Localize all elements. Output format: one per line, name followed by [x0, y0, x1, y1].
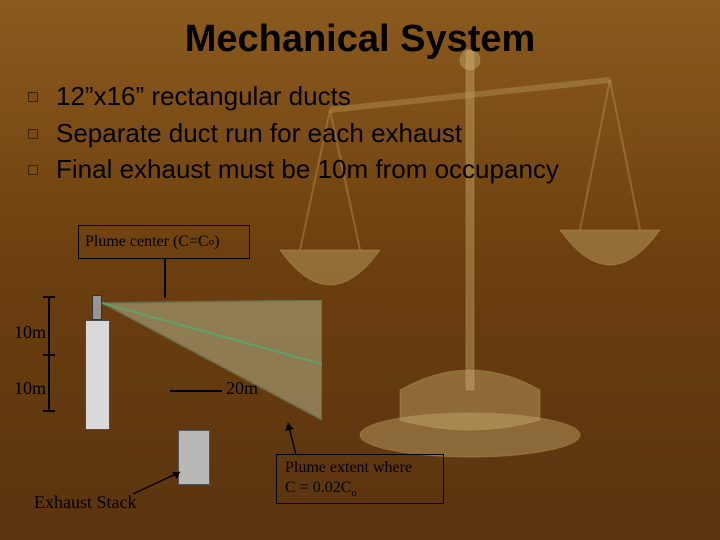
bullet-item: 12”x16” rectangular ducts [28, 80, 698, 113]
plume-center-text: Plume center (C=C [85, 233, 209, 251]
plume-diagram: 10m 10m 20m [30, 300, 490, 470]
plume-wedge [102, 300, 322, 420]
bullet-square-icon [28, 129, 38, 139]
bullet-square-icon [28, 92, 38, 102]
plume-center-close: ) [214, 233, 219, 251]
plume-extent-box: Plume extent where C = 0.02Co [276, 454, 444, 504]
bullet-text: 12”x16” rectangular ducts [56, 80, 351, 113]
plume-center-label-box: Plume center (C=Co) [78, 225, 250, 259]
bullet-square-icon [28, 165, 38, 175]
bullet-text: Separate duct run for each exhaust [56, 117, 462, 150]
plume-extent-line2: C = 0.02Co [285, 478, 435, 501]
plume-extent-arrow [284, 417, 316, 457]
slide-title: Mechanical System [0, 18, 720, 61]
bullet-item: Final exhaust must be 10m from occupancy [28, 153, 698, 186]
bullet-text: Final exhaust must be 10m from occupancy [56, 153, 559, 186]
bullet-list: 12”x16” rectangular ducts Separate duct … [28, 80, 698, 190]
dim-10m-bottom: 10m [14, 378, 46, 399]
horizontal-dim-left [170, 390, 222, 392]
plume-extent-line1: Plume extent where [285, 458, 435, 478]
exhaust-stack-arrow [128, 466, 188, 496]
dim-20m: 20m [226, 378, 258, 399]
dim-10m-top: 10m [14, 322, 46, 343]
bullet-item: Separate duct run for each exhaust [28, 117, 698, 150]
exhaust-stack-label: Exhaust Stack [34, 492, 136, 513]
exhaust-column [85, 320, 110, 430]
exhaust-outlet [92, 295, 102, 320]
plume-center-connector [164, 258, 166, 298]
